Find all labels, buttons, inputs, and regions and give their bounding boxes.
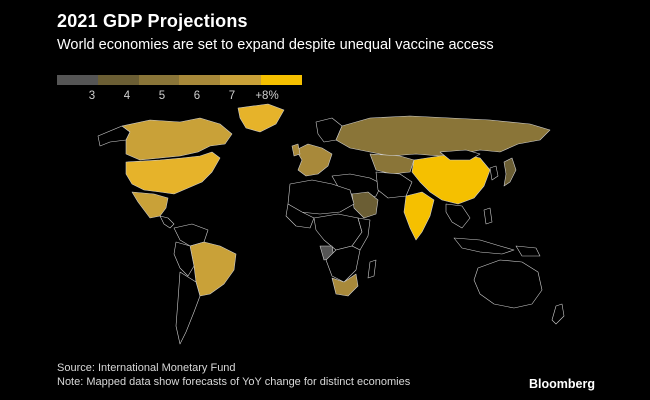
legend-swatch-5 <box>220 75 262 85</box>
legend-swatch-6 <box>261 75 302 85</box>
region-greenland <box>237 103 285 133</box>
region-new-zealand <box>551 303 565 325</box>
region-canada <box>121 117 233 161</box>
footer-notes: Source: International Monetary Fund Note… <box>57 361 410 389</box>
region-mongolia <box>439 149 481 161</box>
region-west-south-america <box>173 241 195 277</box>
region-central-asia <box>375 171 413 199</box>
region-australia <box>473 259 543 309</box>
legend-label-7: 7 <box>228 90 236 102</box>
region-new-guinea <box>515 245 541 257</box>
region-saudi-arabia <box>351 191 379 219</box>
region-philippines <box>483 207 493 225</box>
legend-label-4: 4 <box>123 90 131 102</box>
region-central-america <box>159 215 175 229</box>
region-southern-africa <box>325 245 361 283</box>
legend-swatch-2 <box>97 75 139 85</box>
world-map <box>97 103 565 345</box>
region-alaska <box>97 125 131 147</box>
region-korea <box>489 165 499 181</box>
map-subtitle: World economies are set to expand despit… <box>57 37 494 53</box>
legend-swatch-1 <box>57 75 98 85</box>
legend-label-6: 6 <box>193 90 201 102</box>
bloomberg-logo: Bloomberg <box>529 377 595 391</box>
color-legend: 3 4 5 6 7 +8% <box>57 75 302 105</box>
map-title: 2021 GDP Projections <box>57 11 248 31</box>
legend-swatch-3 <box>138 75 180 85</box>
region-japan <box>503 157 517 187</box>
region-india <box>403 191 435 241</box>
region-europe <box>295 143 333 177</box>
region-southern-cone <box>175 271 201 345</box>
region-russia <box>335 115 551 157</box>
region-southeast-asia <box>445 203 471 229</box>
region-uk <box>291 143 301 157</box>
legend-label-5: 5 <box>158 90 166 102</box>
region-united-states <box>125 151 221 195</box>
region-indonesia <box>453 237 515 255</box>
region-south-africa <box>331 273 359 297</box>
legend-labels: 3 4 5 6 7 +8% <box>57 90 302 106</box>
region-madagascar <box>367 259 377 279</box>
region-mexico <box>131 191 169 219</box>
legend-color-bar <box>57 75 302 85</box>
region-brazil <box>189 241 237 297</box>
region-kazakhstan <box>369 153 415 175</box>
methodology-note: Note: Mapped data show forecasts of YoY … <box>57 376 411 388</box>
legend-label-8-plus: +8% <box>255 90 279 102</box>
legend-swatch-4 <box>179 75 221 85</box>
legend-label-3: 3 <box>88 90 96 102</box>
region-west-africa <box>285 203 315 229</box>
source-note: Source: International Monetary Fund <box>57 362 236 374</box>
